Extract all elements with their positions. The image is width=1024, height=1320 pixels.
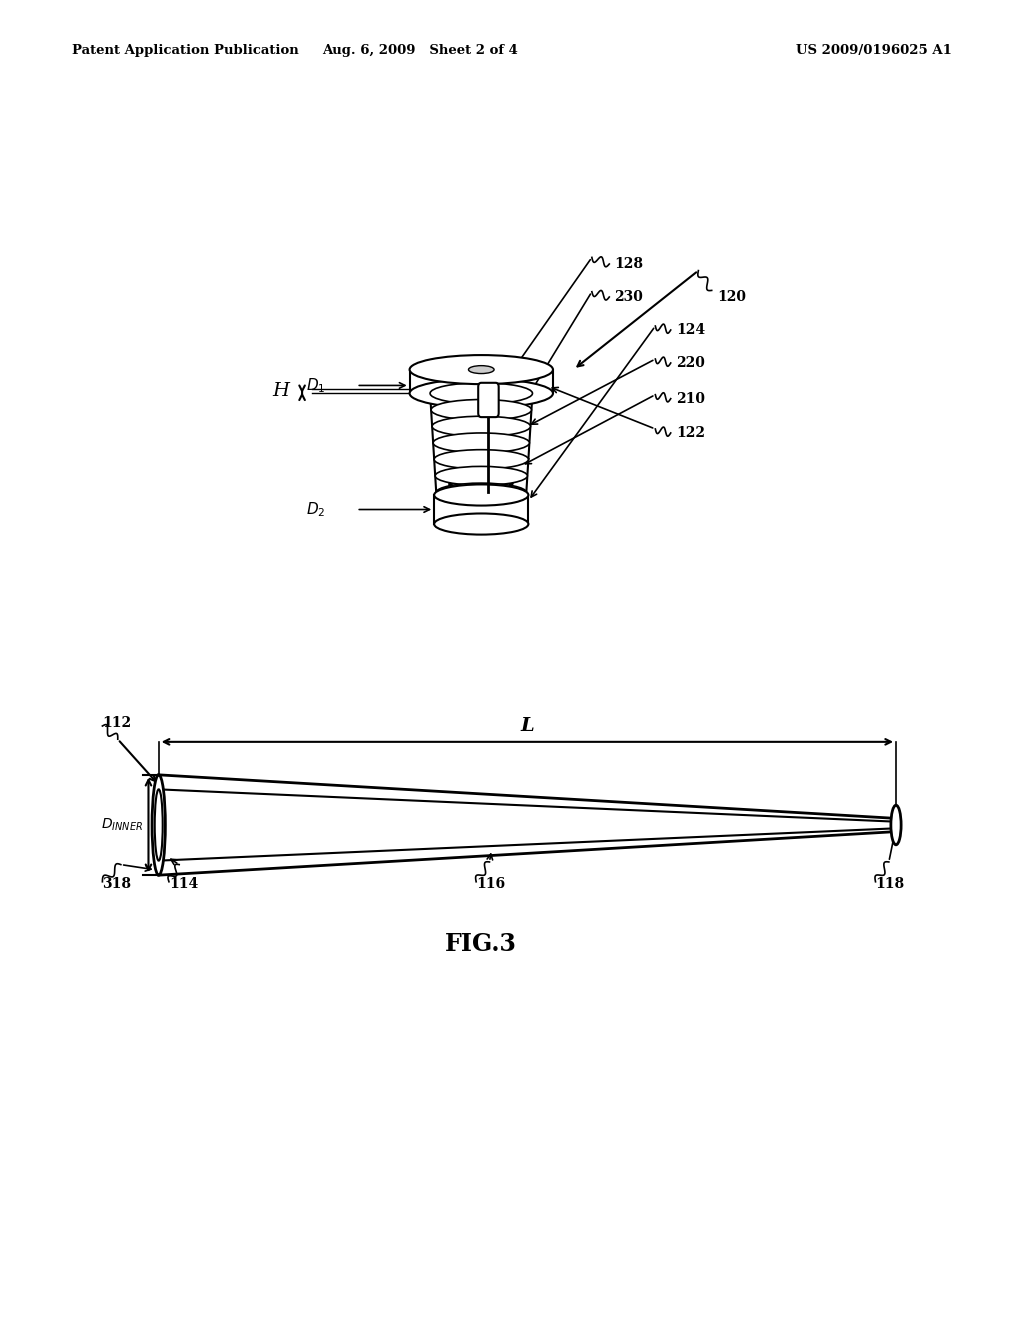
Text: Aug. 6, 2009   Sheet 2 of 4: Aug. 6, 2009 Sheet 2 of 4 <box>322 44 518 57</box>
Polygon shape <box>434 495 528 524</box>
Text: L: L <box>520 717 535 735</box>
Ellipse shape <box>432 416 530 437</box>
Ellipse shape <box>434 484 528 506</box>
Text: 112: 112 <box>102 717 131 730</box>
Text: 318: 318 <box>102 878 131 891</box>
Text: $D_1$: $D_1$ <box>306 376 326 395</box>
Ellipse shape <box>410 355 553 384</box>
Text: 118: 118 <box>876 878 904 891</box>
Text: $D_2$: $D_2$ <box>306 500 326 519</box>
Ellipse shape <box>430 383 532 404</box>
Text: FIG.3: FIG.3 <box>445 932 517 956</box>
Text: H: H <box>272 383 290 400</box>
Ellipse shape <box>434 513 528 535</box>
Text: 116: 116 <box>476 878 505 891</box>
Ellipse shape <box>434 450 528 469</box>
Ellipse shape <box>410 379 553 408</box>
Polygon shape <box>410 370 553 393</box>
Text: 124: 124 <box>676 323 705 337</box>
Ellipse shape <box>431 400 531 420</box>
Text: 210: 210 <box>676 392 705 405</box>
Ellipse shape <box>436 483 526 502</box>
Text: 220: 220 <box>676 356 705 370</box>
Ellipse shape <box>891 805 901 845</box>
Text: 114: 114 <box>169 878 199 891</box>
Text: 230: 230 <box>614 290 643 304</box>
Text: $D_{INNER}$: $D_{INNER}$ <box>101 817 143 833</box>
Ellipse shape <box>435 466 527 486</box>
Text: FIG.2: FIG.2 <box>445 477 517 500</box>
Text: Patent Application Publication: Patent Application Publication <box>72 44 298 57</box>
Text: 128: 128 <box>614 257 643 271</box>
Text: 122: 122 <box>676 426 705 440</box>
Text: US 2009/0196025 A1: US 2009/0196025 A1 <box>797 44 952 57</box>
Ellipse shape <box>152 775 166 875</box>
Ellipse shape <box>468 366 494 374</box>
FancyBboxPatch shape <box>478 383 499 417</box>
Ellipse shape <box>155 789 163 861</box>
Ellipse shape <box>433 433 529 453</box>
Text: 120: 120 <box>717 290 745 304</box>
